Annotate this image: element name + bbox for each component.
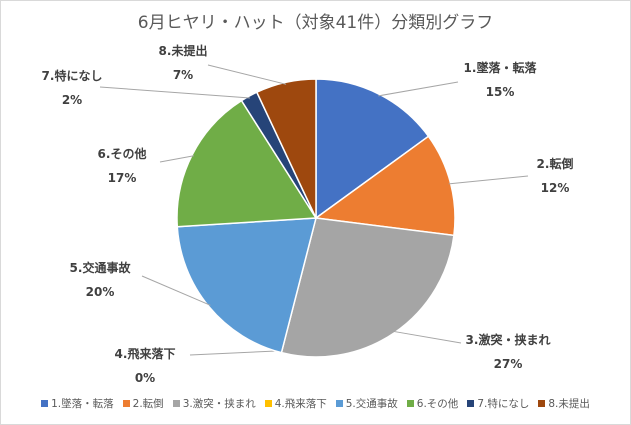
slice-percent-label-6: 17% [108,171,137,185]
legend-swatch-3 [172,400,180,407]
leader-line-5 [141,275,211,306]
pie-slice-5 [176,217,317,354]
legend-swatch-5 [335,400,343,407]
legend-label-1: 1.墜落・転落 [51,398,114,410]
slice-percent-label-2: 12% [541,181,570,195]
legend-label-3: 3.激突・挟まれ [182,398,256,410]
leader-line-7 [99,86,251,99]
pie-slice-3 [280,217,455,358]
legend-label-5: 5.交通事故 [345,398,398,410]
slice-percent-label-5: 20% [86,285,115,299]
slice-percent-label-3: 27% [494,357,523,371]
legend-item-5: 5.交通事故 [335,396,398,411]
legend-swatch-8 [538,400,546,407]
chart-title: 6月ヒヤリ・ハット（対象41件）分類別グラフ [137,13,494,33]
legend: 1.墜落・転落 2.転倒 3.激突・挟まれ 4.飛来落下 5.交通事故 6.その他 7.特に… [0,396,631,411]
legend-label-8: 8.未提出 [548,398,590,410]
leader-line-8 [207,64,287,85]
slice-name-label-7: 7.特になし [42,68,103,83]
slice-name-label-4: 4.飛来落下 [115,346,176,361]
slice-percent-label-8: 7% [173,68,193,82]
slice-percent-label-1: 15% [486,85,515,99]
slice-name-label-2: 2.転倒 [537,156,574,171]
legend-item-4: 4.飛来落下 [264,396,327,411]
legend-label-2: 2.転倒 [132,398,164,410]
pie-slice-8 [255,78,317,219]
legend-label-4: 4.飛来落下 [274,398,327,410]
pie-slice-1 [315,78,430,220]
leader-line-2 [448,175,529,185]
legend-item-1: 1.墜落・転落 [41,396,114,411]
legend-item-7: 7.特になし [467,396,529,411]
legend-item-6: 6.その他 [406,396,459,411]
legend-item-2: 2.転倒 [122,396,164,411]
legend-swatch-4 [264,400,272,407]
legend-item-8: 8.未提出 [538,396,590,411]
legend-swatch-7 [467,400,475,407]
legend-label-7: 7.特になし [477,398,530,410]
slice-percent-label-4: 0% [135,371,155,385]
slice-name-label-1: 1.墜落・転落 [464,60,538,75]
leader-line-4 [189,350,282,356]
legend-swatch-2 [122,400,130,407]
legend-label-6: 6.その他 [416,398,459,410]
slice-name-label-5: 5.交通事故 [70,260,132,275]
pie-slice-6 [176,99,318,228]
slice-percent-label-7: 2% [62,93,82,107]
leader-line-3 [392,330,462,344]
leader-line-1 [378,81,459,97]
leader-line-6 [159,155,195,163]
legend-item-3: 3.激突・挟まれ [172,396,256,411]
legend-swatch-6 [406,400,414,407]
slice-name-label-3: 3.激突・挟まれ [466,332,551,347]
slice-name-label-8: 8.未提出 [159,43,208,58]
legend-swatch-1 [41,400,49,407]
slice-name-label-6: 6.その他 [98,146,147,161]
